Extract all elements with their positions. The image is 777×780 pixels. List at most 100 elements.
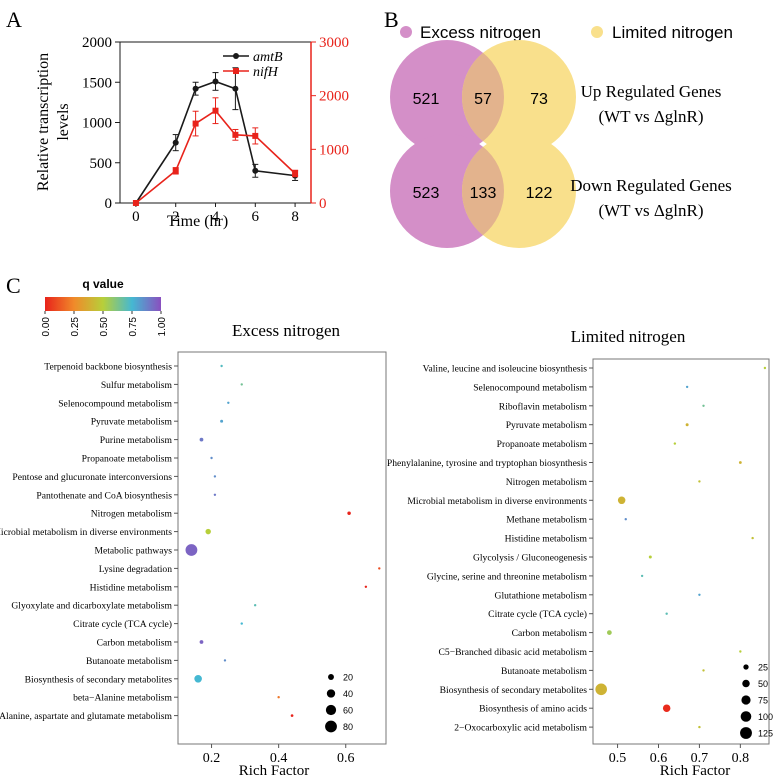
pathway-label: Histidine metabolism	[90, 582, 173, 593]
bubble-histidine-metabolism	[364, 585, 368, 588]
x-tick-label: 0.6	[337, 751, 355, 766]
bubble-pantothenate-and-coa-biosynthesis	[213, 493, 217, 496]
bubble-chart-excess: Excess nitrogen Terpenoid backbone biosy…	[0, 321, 387, 779]
size-legend-label: 125	[758, 729, 773, 739]
pathway-label: Biosynthesis of secondary metabolites	[440, 685, 588, 696]
chart-title-limited: Limited nitrogen	[571, 327, 686, 346]
venn-panel: Excess nitrogen Limited nitrogen 521 57 …	[390, 23, 733, 248]
size-legend-dot	[740, 727, 752, 739]
pathway-label: Pantothenate and CoA biosynthesis	[36, 490, 172, 501]
q-value-colorbar: q value 0.00 0.25 0.50 0.75 1.00	[41, 277, 168, 336]
x-tick-label: 4	[212, 209, 220, 225]
colorbar-tick-label: 0.75	[128, 317, 139, 337]
x-axis-excess: 0.2 0.4 0.6	[203, 744, 355, 766]
size-legend-dot	[326, 689, 336, 698]
size-legend-label: 80	[343, 722, 353, 732]
pathway-label: Microbial metabolism in diverse environm…	[0, 527, 172, 538]
data-point-nifh	[232, 131, 239, 138]
bubble-butanoate-metabolism	[702, 669, 705, 672]
left-tick-label: 1500	[82, 75, 112, 91]
bubble-purine-metabolism	[199, 437, 204, 442]
colorbar-tick-label: 1.00	[157, 317, 168, 337]
left-tick-label: 1000	[82, 116, 112, 132]
bubble-metabolic-pathways	[185, 544, 198, 556]
pathway-label: Glutathione metabolism	[495, 590, 588, 601]
bubble-carbon-metabolism	[607, 630, 612, 635]
bubble-biosynthesis-of-amino-acids	[662, 704, 671, 712]
size-legend-dot	[743, 664, 749, 670]
y-axis-label-line-2: levels	[55, 103, 72, 140]
pathway-label: Riboflavin metabolism	[499, 401, 588, 412]
left-tick-label: 2000	[82, 35, 112, 51]
legend-limited-swatch	[591, 26, 603, 38]
x-tick-label: 0	[132, 209, 140, 225]
size-legend-dot	[741, 695, 751, 705]
pathway-rows-limited: Valine, leucine and isoleucine biosynthe…	[387, 364, 767, 734]
pathway-label: Phenylalanine, tyrosine and tryptophan b…	[387, 458, 587, 469]
pathway-label: Pyruvate metabolism	[91, 417, 173, 428]
legend-amtb-marker	[233, 53, 239, 59]
pathway-label: Biosynthesis of amino acids	[479, 704, 587, 715]
bubble-butanoate-metabolism	[223, 659, 227, 662]
bubble-beta-alanine-metabolism	[277, 696, 280, 699]
size-legend-excess: 20 40 60 80	[325, 673, 353, 733]
right-tick-label: 1000	[319, 142, 349, 158]
pathway-label: Citrate cycle (TCA cycle)	[488, 609, 587, 620]
pathway-label: Pentose and glucuronate interconversions	[12, 472, 172, 483]
data-point-amtb	[192, 85, 199, 92]
venn-down-title: Down Regulated Genes	[570, 176, 731, 195]
size-legend-label: 75	[758, 696, 768, 706]
bubble-pentose-and-glucuronate-interconversions	[213, 475, 217, 478]
size-legend-label: 100	[758, 712, 773, 722]
size-legend-label: 40	[343, 689, 353, 699]
size-legend-dot	[325, 720, 337, 733]
size-legend-dot	[328, 674, 334, 680]
series-line-nifh	[135, 109, 296, 204]
pathway-label: Selenocompound metabolism	[473, 382, 587, 393]
pathway-label: Propanoate metabolism	[82, 454, 173, 465]
pathway-label: Glycine, serine and threonine metabolism	[427, 571, 588, 582]
pathway-label: Lysine degradation	[99, 564, 172, 575]
data-point-amtb	[252, 167, 259, 174]
venn-up: 521 57 73 Up Regulated Genes (WT vs Δgln…	[390, 40, 721, 154]
pathway-label: Butanoate metabolism	[86, 656, 173, 667]
bubble-carbon-metabolism	[199, 640, 204, 644]
right-tick-label: 0	[319, 196, 327, 212]
panel-label-a: A	[6, 7, 22, 32]
pathway-label: Alanine, aspartate and glutamate metabol…	[0, 711, 173, 722]
venn-up-excess-count: 521	[413, 91, 440, 108]
x-tick-label: 2	[172, 209, 180, 225]
pathway-label: beta−Alanine metabolism	[73, 693, 172, 704]
data-point-nifh	[252, 132, 259, 139]
pathway-label: Pyruvate metabolism	[506, 420, 588, 431]
venn-down-excess-count: 523	[413, 185, 440, 202]
x-axis: 0 2 4 6 8	[132, 203, 299, 225]
bubble-propanoate-metabolism	[673, 442, 677, 445]
line-chart-transcription: 0 500 1000 1500 2000 0 1000 2000 3000 0 2 4 6 8 Tim…	[35, 35, 349, 230]
pathway-label: Methane metabolism	[506, 515, 587, 526]
plot-frame-limited	[592, 358, 770, 745]
bubble-glycolysis-gluconeogenesis	[648, 555, 652, 559]
right-tick-label: 3000	[319, 35, 349, 51]
bubble-pyruvate-metabolism	[685, 423, 689, 427]
pathway-label: Purine metabolism	[100, 435, 173, 446]
bubble-terpenoid-backbone-biosynthesis	[220, 364, 223, 368]
data-point-amtb	[232, 85, 239, 92]
legend-nifh-marker	[233, 68, 239, 74]
x-tick-label: 6	[252, 209, 260, 225]
pathway-label: Carbon metabolism	[97, 638, 173, 649]
bubble-glycine-serine-and-threonine-metabolism	[640, 574, 644, 578]
bubble-methane-metabolism	[624, 518, 627, 521]
colorbar-tick-label: 0.25	[70, 317, 81, 337]
pathway-label: Citrate cycle (TCA cycle)	[73, 619, 172, 630]
size-legend-dot	[740, 711, 752, 722]
pathway-label: Terpenoid backbone biosynthesis	[44, 362, 172, 373]
x-tick-label: 0.4	[270, 751, 288, 766]
legend-excess-label: Excess nitrogen	[420, 23, 541, 42]
bubble-propanoate-metabolism	[210, 456, 213, 460]
panel-label-c: C	[6, 273, 21, 298]
pathway-label: Glyoxylate and dicarboxylate metabolism	[11, 601, 172, 612]
pathway-label: Carbon metabolism	[512, 628, 588, 639]
pathway-label: Propanoate metabolism	[497, 439, 588, 450]
bubble-biosynthesis-of-secondary-metabolites	[595, 683, 607, 696]
